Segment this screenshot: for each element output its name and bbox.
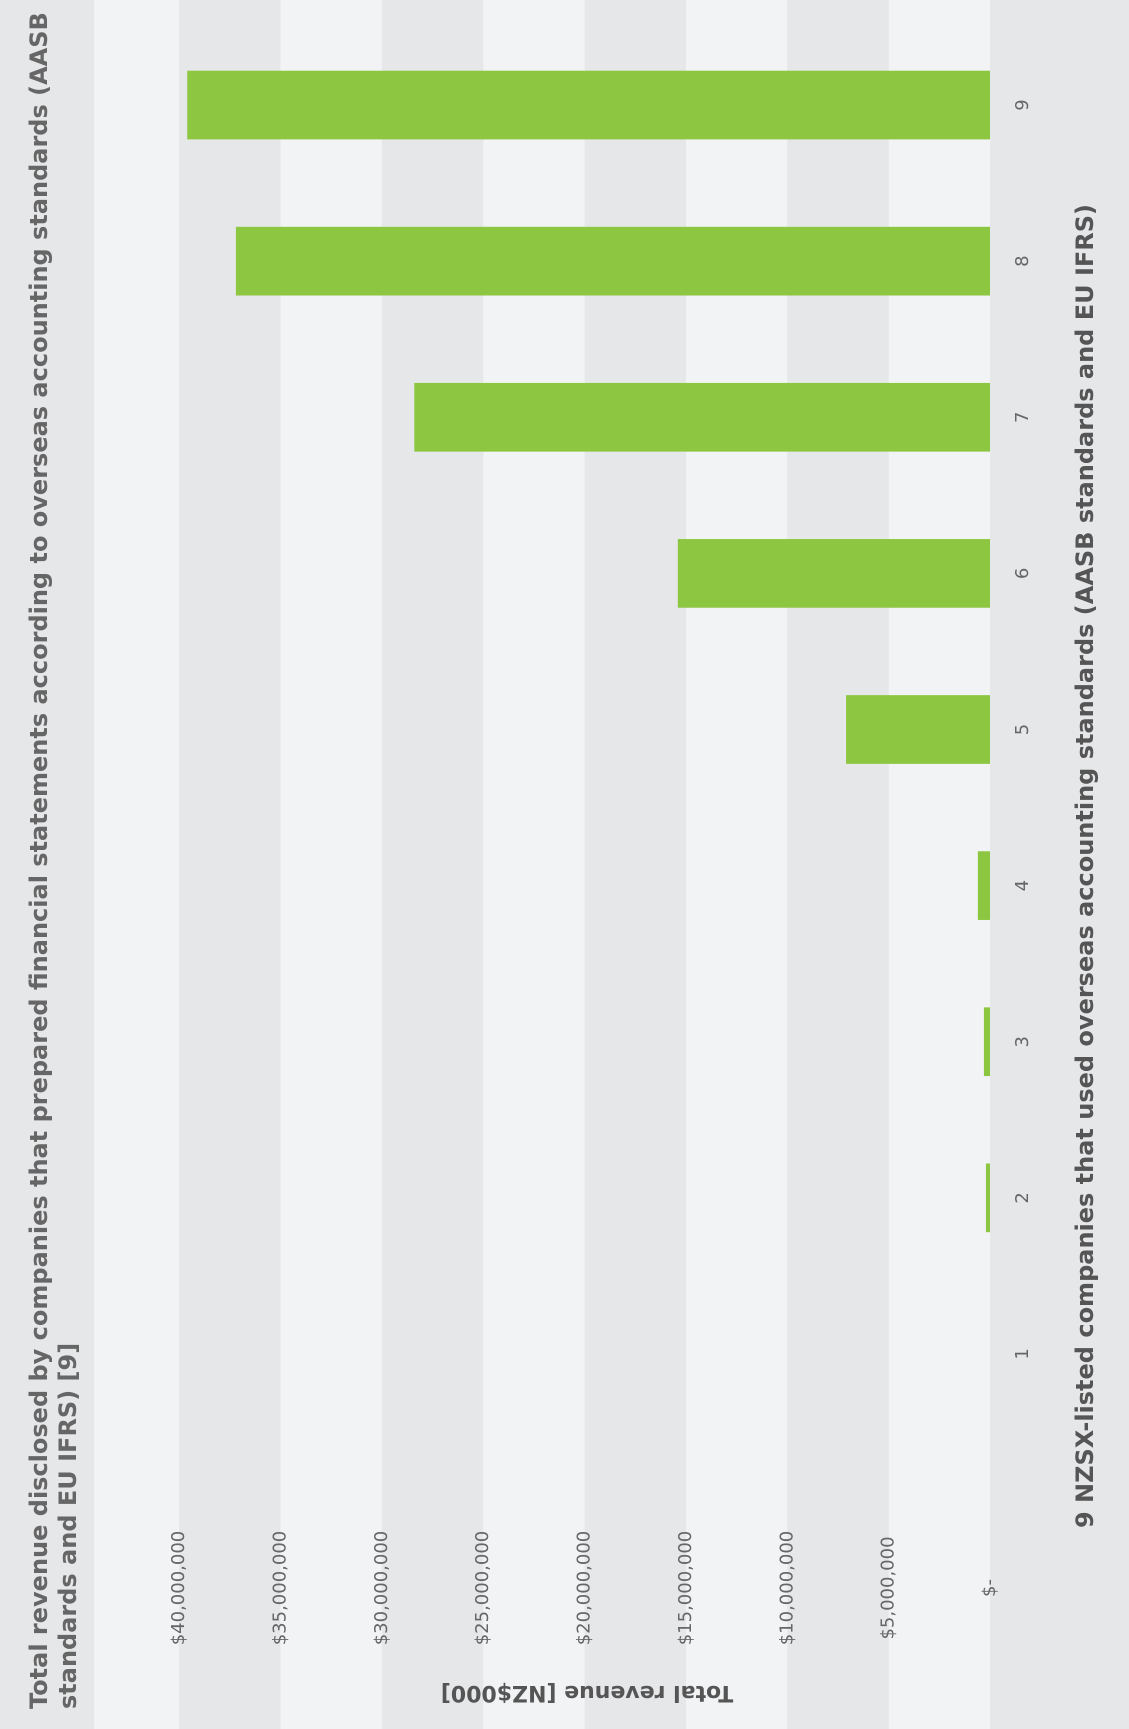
y-tick-label: $5,000,000 xyxy=(878,1536,899,1639)
x-tick-label: 9 xyxy=(1012,99,1033,110)
bar xyxy=(677,539,991,608)
y-tick-label: $35,000,000 xyxy=(269,1531,290,1646)
chart-title: Total revenue disclosed by companies tha… xyxy=(25,12,82,1709)
chart-body: Total revenue disclosed by companies tha… xyxy=(25,0,1099,1729)
grid-band xyxy=(179,0,281,1729)
x-tick-label: 4 xyxy=(1012,880,1033,891)
bar xyxy=(977,851,990,920)
x-tick-label: 8 xyxy=(1012,255,1033,266)
grid-band xyxy=(94,0,180,1729)
x-tick-label: 5 xyxy=(1012,724,1033,735)
x-tick-label: 2 xyxy=(1012,1192,1033,1203)
x-axis-title: 9 NZSX-listed companies that used overse… xyxy=(1071,204,1099,1528)
y-tick-label: $20,000,000 xyxy=(574,1531,595,1646)
y-tick-label: $30,000,000 xyxy=(371,1531,392,1646)
y-tick-label: $25,000,000 xyxy=(472,1531,493,1646)
grid-band xyxy=(280,0,382,1729)
y-tick-label: $15,000,000 xyxy=(675,1531,696,1646)
bar xyxy=(985,1163,990,1233)
bar xyxy=(187,70,991,140)
x-tick-label: 7 xyxy=(1012,412,1033,423)
x-tick-label: 6 xyxy=(1012,568,1033,579)
y-tick-label: $40,000,000 xyxy=(168,1531,189,1646)
y-axis-title: Total revenue [NZ$000] xyxy=(441,1680,733,1705)
y-tick-label: $- xyxy=(979,1579,1000,1597)
y-tick-label: $10,000,000 xyxy=(776,1531,797,1646)
x-tick-label: 1 xyxy=(1012,1348,1033,1359)
bar xyxy=(414,382,990,452)
bar xyxy=(983,1007,991,1077)
bar xyxy=(235,226,990,296)
x-tick-label: 3 xyxy=(1012,1036,1033,1047)
bar xyxy=(846,695,990,764)
